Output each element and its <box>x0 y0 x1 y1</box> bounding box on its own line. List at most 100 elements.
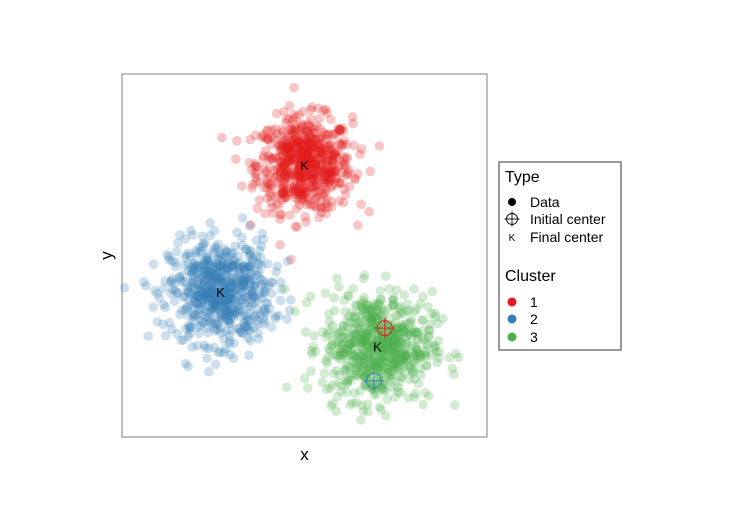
data-point <box>282 170 292 181</box>
data-point <box>323 155 333 166</box>
data-point <box>372 321 382 332</box>
data-point <box>175 309 185 320</box>
data-point <box>307 133 318 143</box>
data-point <box>388 292 399 303</box>
data-point <box>317 185 327 196</box>
data-point <box>315 168 325 178</box>
data-point <box>225 336 235 346</box>
data-point <box>326 174 337 185</box>
data-point <box>352 322 363 333</box>
data-point <box>379 386 389 396</box>
data-point <box>245 262 255 272</box>
data-point <box>286 124 296 135</box>
data-point <box>313 133 324 144</box>
data-point <box>233 289 243 300</box>
data-point <box>315 159 326 169</box>
data-point <box>162 249 172 260</box>
data-point <box>280 170 291 181</box>
data-point <box>382 394 393 405</box>
data-point <box>318 143 328 154</box>
data-point <box>222 259 232 269</box>
data-point <box>313 103 324 114</box>
data-point <box>213 276 223 287</box>
data-point <box>398 308 408 319</box>
data-point <box>357 342 368 353</box>
data-point <box>393 346 404 357</box>
data-point <box>193 285 204 295</box>
data-point <box>307 143 317 153</box>
data-point <box>208 303 219 314</box>
data-point <box>315 151 326 162</box>
data-point <box>180 234 191 244</box>
data-point <box>302 147 312 158</box>
data-point <box>408 324 419 335</box>
data-point <box>293 148 304 158</box>
data-point <box>206 303 216 314</box>
data-point <box>226 269 236 280</box>
data-point <box>434 353 444 363</box>
data-point <box>275 209 286 220</box>
data-point <box>185 251 196 262</box>
data-point <box>281 147 292 158</box>
data-point <box>252 304 263 315</box>
data-point <box>242 259 252 269</box>
data-point <box>419 334 429 345</box>
data-point <box>301 164 312 174</box>
data-point <box>214 294 224 304</box>
data-point <box>283 164 293 175</box>
data-point <box>389 357 400 367</box>
data-point <box>377 346 388 357</box>
data-point <box>198 294 208 305</box>
data-point <box>321 105 331 115</box>
data-point <box>297 171 307 181</box>
data-point <box>391 333 401 344</box>
data-point <box>324 309 334 319</box>
data-point <box>209 297 219 308</box>
data-point <box>376 348 386 359</box>
data-point <box>303 194 313 205</box>
data-point <box>341 365 352 376</box>
data-point <box>317 150 328 161</box>
data-point <box>334 370 345 380</box>
data-point <box>251 235 262 246</box>
data-point <box>240 321 251 332</box>
data-point <box>351 370 361 380</box>
data-point <box>298 146 309 156</box>
data-point <box>223 276 234 287</box>
data-point <box>314 147 324 157</box>
data-point <box>327 380 338 390</box>
data-point <box>206 274 217 285</box>
data-point <box>225 296 236 306</box>
data-point <box>399 326 409 337</box>
data-point <box>336 386 347 397</box>
data-point <box>240 244 251 255</box>
data-point <box>310 181 321 192</box>
data-point <box>398 350 409 361</box>
data-point <box>293 195 304 205</box>
data-point <box>184 324 195 334</box>
data-point <box>314 161 325 171</box>
data-point <box>296 177 307 188</box>
data-point <box>322 194 332 205</box>
data-point <box>234 306 245 317</box>
data-point <box>253 328 263 339</box>
data-point <box>295 155 305 165</box>
data-point <box>252 319 262 330</box>
data-point <box>205 295 216 306</box>
data-point <box>293 137 303 147</box>
data-point <box>369 298 380 309</box>
data-point <box>252 161 263 172</box>
data-point <box>246 274 257 285</box>
data-point <box>335 126 345 137</box>
data-point <box>287 124 297 135</box>
data-point <box>360 371 370 382</box>
data-point <box>401 350 411 360</box>
data-point <box>359 358 369 369</box>
data-point <box>262 125 272 136</box>
data-point <box>363 368 374 378</box>
data-point <box>336 178 346 188</box>
data-point <box>183 287 193 298</box>
data-point <box>207 294 217 305</box>
data-point <box>312 186 322 197</box>
data-point <box>380 410 391 421</box>
